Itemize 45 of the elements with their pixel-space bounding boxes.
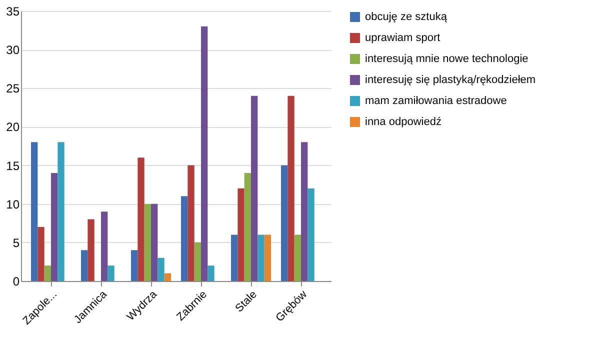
bar [158,258,164,281]
bar [281,165,288,281]
bar [264,234,271,281]
y-tick-label: 25 [6,82,20,96]
bar [201,26,208,281]
bar [131,250,138,281]
bar [101,212,108,281]
legend-label: mam zamiłowania estradowe [365,95,507,107]
bar [58,142,64,281]
bar [151,204,158,281]
legend-label: interesują mnie nowe technologie [365,53,528,65]
y-tick-label: 35 [6,4,20,18]
bar [308,188,314,281]
bar [164,273,171,281]
bar [244,173,251,281]
legend-label: inna odpowiedź [365,116,442,128]
bar [208,266,214,281]
bar [188,165,194,281]
bar [181,196,188,281]
legend-label: obcuję ze sztuką [365,11,448,23]
bar [301,142,308,281]
y-tick-label: 5 [12,236,20,250]
bar [44,266,51,281]
y-tick-label: 30 [6,43,20,58]
y-tick-label: 20 [6,120,20,134]
bar [294,234,301,281]
bar [138,158,144,281]
bar [258,234,264,281]
bar [51,173,58,281]
bar [81,250,88,281]
bar [88,219,94,281]
bar [288,96,294,281]
bar [108,266,114,281]
bar [144,204,151,281]
bar [238,188,244,281]
bar [231,234,238,281]
legend-label: interesuję się plastyką/rękodziełem [365,74,536,86]
y-tick-label: 10 [6,197,20,212]
bar [31,142,38,281]
bar [251,96,258,281]
bar [194,242,201,281]
legend-label: uprawiam sport [365,32,440,44]
y-tick-label: 15 [6,158,20,173]
bar [38,227,44,281]
y-tick-label: 0 [12,274,20,288]
